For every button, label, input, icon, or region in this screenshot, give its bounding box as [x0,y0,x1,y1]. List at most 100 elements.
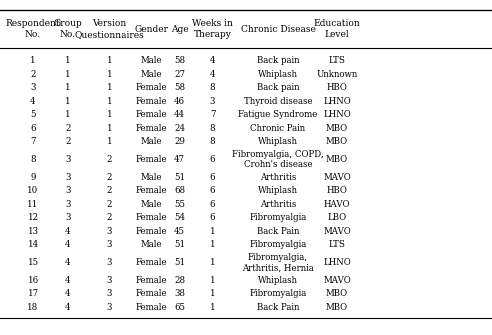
Text: Female: Female [136,110,167,119]
Text: 13: 13 [28,227,38,236]
Text: 51: 51 [174,240,185,249]
Text: 65: 65 [174,303,185,312]
Text: 1: 1 [30,56,36,65]
Text: 38: 38 [174,289,185,298]
Text: 17: 17 [28,289,38,298]
Text: 44: 44 [174,110,185,119]
Text: LHNO: LHNO [323,258,351,267]
Text: 2: 2 [65,137,71,146]
Text: 4: 4 [65,303,71,312]
Text: 4: 4 [65,258,71,267]
Text: 3: 3 [65,200,70,209]
Text: MAVO: MAVO [323,227,351,236]
Text: HBO: HBO [327,186,347,195]
Text: 3: 3 [65,173,70,182]
Text: Female: Female [136,97,167,106]
Text: LHNO: LHNO [323,110,351,119]
Text: 6: 6 [210,173,215,182]
Text: 4: 4 [65,276,71,285]
Text: Female: Female [136,124,167,133]
Text: Whiplash: Whiplash [258,276,298,285]
Text: 4: 4 [65,227,71,236]
Text: 45: 45 [174,227,185,236]
Text: Male: Male [141,137,162,146]
Text: MBO: MBO [326,289,348,298]
Text: 3: 3 [107,227,112,236]
Text: Fibromyalgia: Fibromyalgia [249,240,307,249]
Text: 6: 6 [210,186,215,195]
Text: 1: 1 [106,110,112,119]
Text: HBO: HBO [327,83,347,92]
Text: 46: 46 [174,97,185,106]
Text: 2: 2 [30,70,36,79]
Text: 28: 28 [174,276,185,285]
Text: 8: 8 [210,124,215,133]
Text: 6: 6 [30,124,36,133]
Text: 1: 1 [65,56,71,65]
Text: Fibromyalgia,
Arthritis, Hernia: Fibromyalgia, Arthritis, Hernia [242,253,314,272]
Text: 58: 58 [174,56,185,65]
Text: Arthritis: Arthritis [260,200,296,209]
Text: Fatigue Syndrome: Fatigue Syndrome [238,110,318,119]
Text: 15: 15 [28,258,38,267]
Text: Age: Age [171,24,188,34]
Text: Back Pain: Back Pain [257,303,299,312]
Text: Female: Female [136,227,167,236]
Text: 4: 4 [65,240,71,249]
Text: 6: 6 [210,213,215,222]
Text: Male: Male [141,70,162,79]
Text: 6: 6 [210,200,215,209]
Text: Group
No.: Group No. [54,19,82,39]
Text: Version
Questionnaires: Version Questionnaires [74,19,144,39]
Text: Female: Female [136,83,167,92]
Text: Fibromyalgia: Fibromyalgia [249,289,307,298]
Text: 51: 51 [174,258,185,267]
Text: 1: 1 [210,303,215,312]
Text: 6: 6 [210,155,215,164]
Text: LTS: LTS [329,56,345,65]
Text: 3: 3 [107,258,112,267]
Text: 2: 2 [106,213,112,222]
Text: 3: 3 [31,83,35,92]
Text: 47: 47 [174,155,185,164]
Text: 3: 3 [210,97,215,106]
Text: 1: 1 [106,137,112,146]
Text: Female: Female [136,213,167,222]
Text: Whiplash: Whiplash [258,137,298,146]
Text: LTS: LTS [329,240,345,249]
Text: 1: 1 [210,227,215,236]
Text: 1: 1 [65,83,71,92]
Text: 4: 4 [210,70,215,79]
Text: 7: 7 [30,137,36,146]
Text: Female: Female [136,289,167,298]
Text: 3: 3 [65,186,70,195]
Text: Thyroid disease: Thyroid disease [244,97,312,106]
Text: 55: 55 [174,200,185,209]
Text: Female: Female [136,276,167,285]
Text: Chronic Pain: Chronic Pain [250,124,306,133]
Text: 12: 12 [28,213,38,222]
Text: 4: 4 [210,56,215,65]
Text: 1: 1 [65,97,71,106]
Text: Chronic Disease: Chronic Disease [241,24,315,34]
Text: LBO: LBO [328,213,346,222]
Text: Back pain: Back pain [257,83,299,92]
Text: 1: 1 [106,83,112,92]
Text: Male: Male [141,240,162,249]
Text: 24: 24 [174,124,185,133]
Text: Arthritis: Arthritis [260,173,296,182]
Text: 3: 3 [107,276,112,285]
Text: HAVO: HAVO [324,200,350,209]
Text: 4: 4 [65,289,71,298]
Text: 2: 2 [106,186,112,195]
Text: 16: 16 [28,276,38,285]
Text: 1: 1 [106,56,112,65]
Text: 1: 1 [210,289,215,298]
Text: Back Pain: Back Pain [257,227,299,236]
Text: 54: 54 [174,213,185,222]
Text: MBO: MBO [326,155,348,164]
Text: Weeks in
Therapy: Weeks in Therapy [192,19,233,39]
Text: 51: 51 [174,173,185,182]
Text: MAVO: MAVO [323,276,351,285]
Text: Gender: Gender [134,24,169,34]
